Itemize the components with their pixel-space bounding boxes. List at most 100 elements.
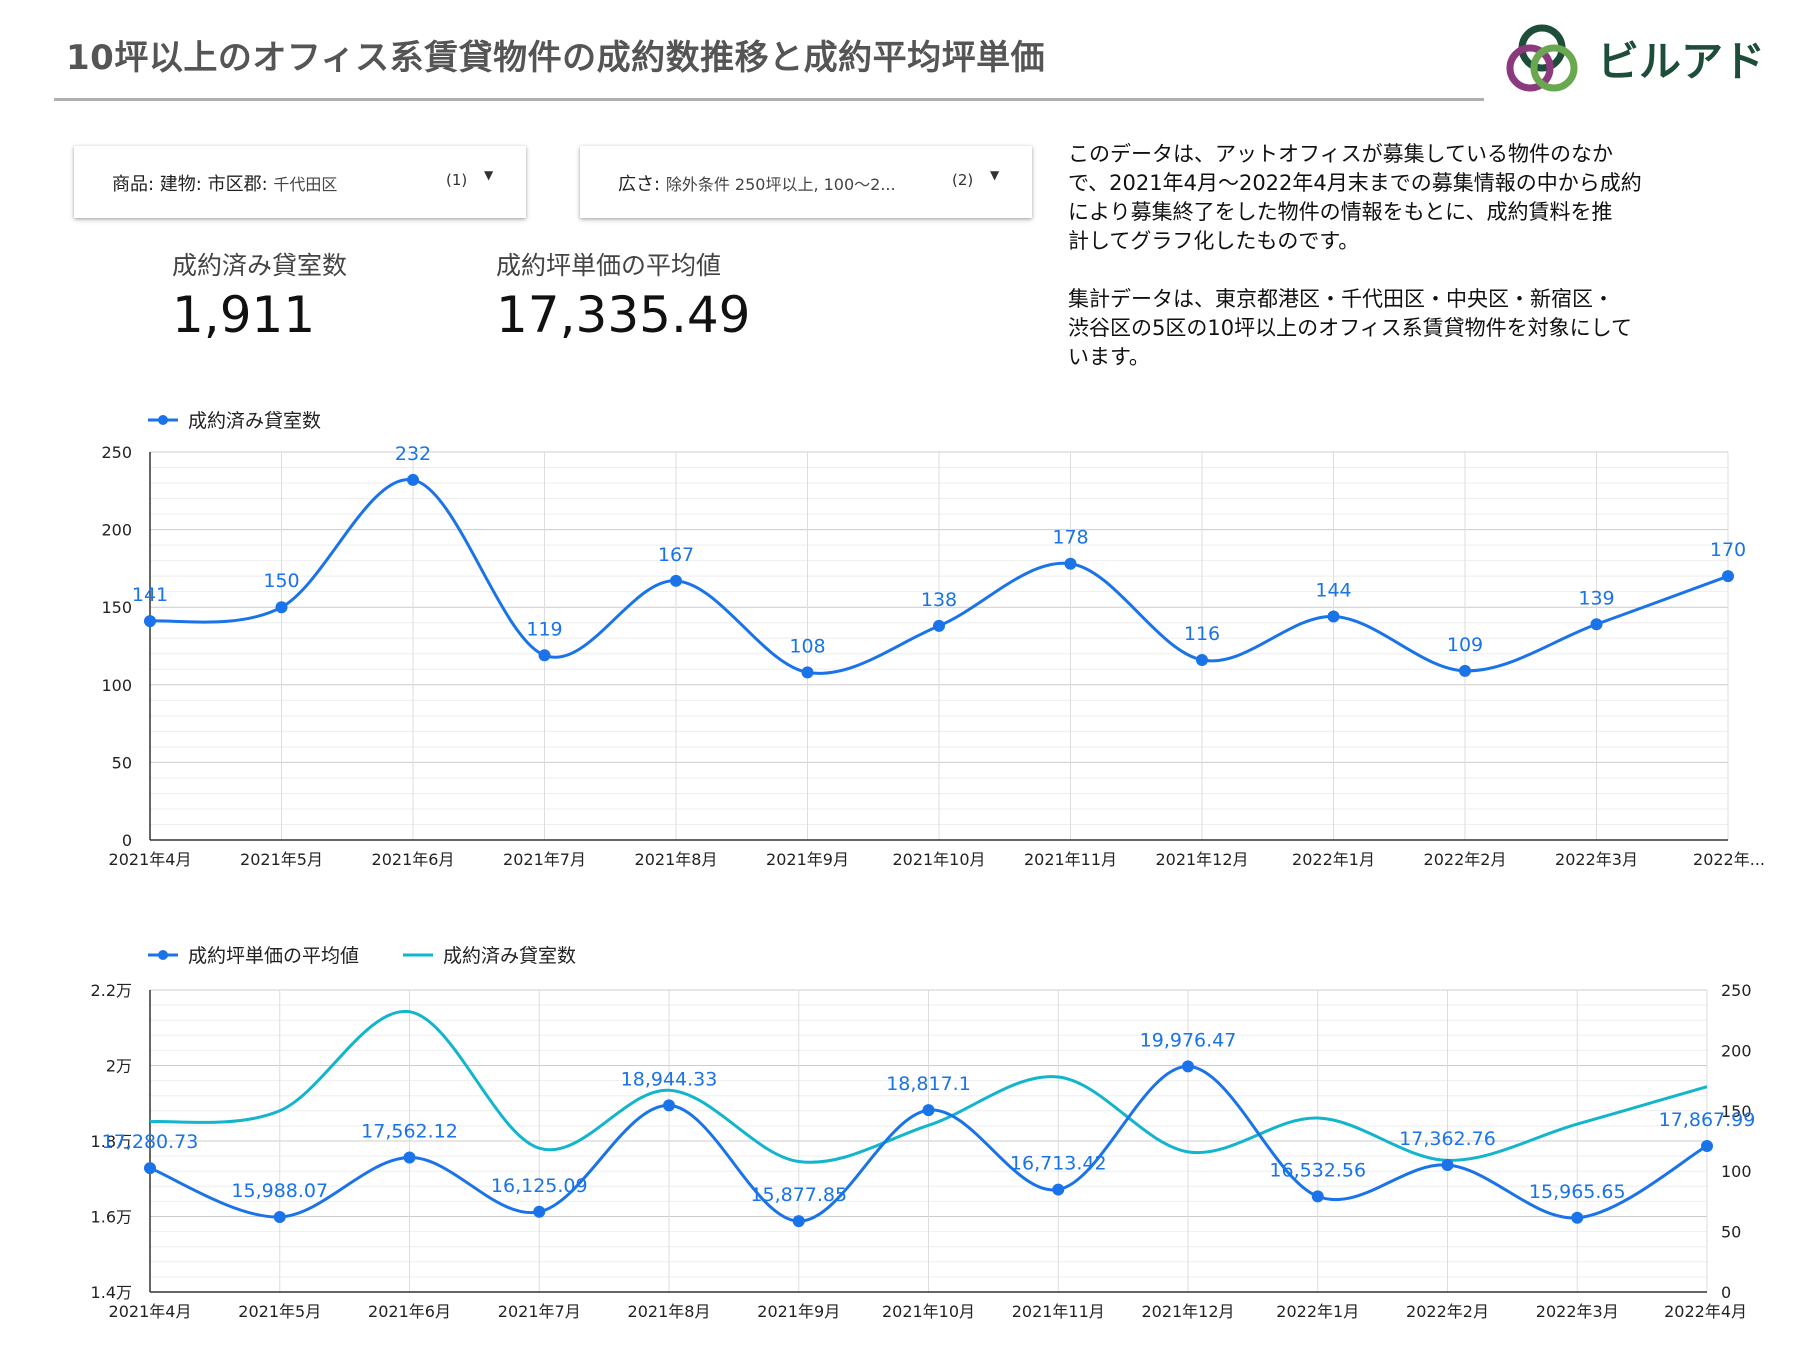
data-label: 170 [1710, 539, 1746, 561]
filter-city[interactable]: 商品: 建物: 市区郡: 千代田区 (1) ▼ [74, 146, 526, 218]
data-point[interactable] [670, 574, 682, 587]
data-point[interactable] [538, 649, 551, 662]
filter-size-field: 広さ: [618, 174, 661, 195]
data-label: 108 [789, 635, 825, 657]
data-point[interactable] [1459, 664, 1471, 677]
data-point[interactable] [792, 1215, 805, 1228]
x-tick-label: 2022年2月 [1424, 850, 1507, 869]
x-tick-label: 2021年9月 [757, 1302, 840, 1321]
filter-city-value: 千代田区 [273, 175, 338, 194]
legend-item[interactable]: 成約済み貸室数 [403, 945, 576, 967]
data-point[interactable] [1571, 1211, 1584, 1224]
x-tick-label: 2021年10月 [882, 1302, 975, 1321]
kpi-value: 17,335.49 [496, 286, 751, 344]
data-point[interactable] [403, 1151, 416, 1164]
data-point[interactable] [273, 1210, 286, 1223]
filter-city-field: 商品: 建物: 市区郡: [112, 174, 268, 195]
kpi-label: 成約済み貸室数 [172, 251, 348, 280]
data-label: 17,562.12 [361, 1121, 458, 1143]
data-point[interactable] [1052, 1183, 1065, 1196]
data-point[interactable] [663, 1099, 675, 1112]
data-label: 17,867.99 [1659, 1109, 1756, 1131]
kpi-average-unit-price: 成約坪単価の平均値 17,335.49 [496, 246, 750, 344]
data-label: 144 [1315, 580, 1351, 602]
data-label: 141 [132, 584, 168, 606]
y-tick-label: 200 [101, 521, 132, 540]
y-tick-label: 0 [122, 831, 132, 850]
x-tick-label: 2021年11月 [1012, 1302, 1105, 1321]
kpi-value: 1,911 [172, 286, 316, 344]
data-point[interactable] [407, 473, 419, 486]
data-label: 16,532.56 [1269, 1159, 1366, 1181]
note-paragraph: このデータは、アットオフィスが募集している物件のなか で、2021年4月〜202… [1068, 142, 1642, 253]
kpi-label: 成約坪単価の平均値 [496, 251, 722, 280]
brand-wordmark: ビルアド [1597, 37, 1765, 86]
data-label: 139 [1578, 587, 1614, 609]
x-tick-label: 2021年5月 [240, 850, 323, 869]
legend-marker [158, 415, 168, 425]
data-label: 15,965.65 [1529, 1181, 1626, 1203]
kpi-contracted-rooms: 成約済み貸室数 1,911 [172, 246, 347, 344]
y-right-tick-label: 250 [1721, 981, 1752, 1000]
data-point[interactable] [144, 1162, 156, 1175]
y-left-tick-label: 2.2万 [91, 981, 132, 1000]
biruado-logo: ビルアド [1506, 24, 1765, 92]
x-tick-label: 2022年3月 [1555, 850, 1638, 869]
data-point[interactable] [922, 1104, 935, 1117]
data-point[interactable] [933, 619, 945, 632]
dropdown-arrow-icon[interactable]: ▼ [484, 168, 494, 182]
legend-item[interactable]: 成約済み貸室数 [148, 410, 321, 432]
data-point[interactable] [801, 666, 814, 679]
data-point[interactable] [144, 615, 156, 628]
x-tick-label: 2021年5月 [238, 1302, 321, 1321]
y-left-tick-label: 1.4万 [91, 1283, 132, 1302]
data-point[interactable] [1064, 557, 1077, 570]
y-tick-label: 50 [112, 753, 132, 772]
data-point[interactable] [1722, 570, 1734, 583]
y-tick-label: 150 [101, 598, 132, 617]
y-right-tick-label: 100 [1721, 1162, 1752, 1181]
legend-item[interactable]: 成約坪単価の平均値 [148, 945, 359, 967]
data-point[interactable] [1441, 1159, 1454, 1172]
rings-logo-icon [1506, 24, 1578, 92]
x-tick-label: 2021年10月 [892, 850, 985, 869]
x-tick-label: 2021年12月 [1155, 850, 1248, 869]
y-left-tick-label: 1.6万 [91, 1208, 132, 1227]
data-label: 17,362.76 [1399, 1128, 1496, 1150]
data-label: 178 [1052, 527, 1088, 549]
x-tick-label: 2022年3月 [1536, 1302, 1619, 1321]
filter-city-count: (1) [446, 171, 468, 189]
data-label: 19,976.47 [1140, 1029, 1237, 1051]
filter-size-label: 広さ: 除外条件 250坪以上, 100〜2... [618, 170, 896, 196]
data-point[interactable] [1311, 1190, 1324, 1203]
data-label: 15,988.07 [231, 1180, 328, 1202]
x-tick-label: 2021年6月 [372, 850, 455, 869]
y-right-tick-label: 50 [1721, 1223, 1741, 1242]
data-point[interactable] [1196, 653, 1208, 666]
data-label: 109 [1447, 634, 1483, 656]
x-tick-label: 2022年1月 [1276, 1302, 1359, 1321]
legend-label: 成約済み貸室数 [188, 410, 321, 432]
series-line [149, 1010, 1708, 1164]
filter-size[interactable]: 広さ: 除外条件 250坪以上, 100〜2... (2) ▼ [580, 146, 1032, 218]
data-point[interactable] [275, 601, 288, 614]
data-point[interactable] [1182, 1060, 1194, 1073]
y-left-tick-label: 1.8万 [91, 1132, 132, 1151]
y-left-tick-label: 2万 [106, 1057, 132, 1076]
description-note: このデータは、アットオフィスが募集している物件のなか で、2021年4月〜202… [1068, 140, 1788, 401]
data-point[interactable] [533, 1205, 546, 1218]
y-right-tick-label: 0 [1721, 1283, 1731, 1302]
data-label: 138 [921, 589, 957, 611]
filter-size-count: (2) [952, 171, 974, 189]
data-point[interactable] [1327, 610, 1340, 623]
y-tick-label: 100 [101, 676, 132, 695]
data-point[interactable] [1590, 618, 1603, 631]
data-point[interactable] [1701, 1139, 1713, 1152]
data-label: 232 [395, 443, 431, 465]
x-tick-label: 2021年4月 [109, 1302, 192, 1321]
dropdown-arrow-icon[interactable]: ▼ [990, 168, 1000, 182]
x-tick-label: 2022年4月 [1664, 1302, 1747, 1321]
x-tick-label: 2021年7月 [503, 850, 586, 869]
x-tick-label: 2022年2月 [1406, 1302, 1489, 1321]
filter-size-value: 除外条件 250坪以上, 100〜2... [665, 175, 896, 194]
